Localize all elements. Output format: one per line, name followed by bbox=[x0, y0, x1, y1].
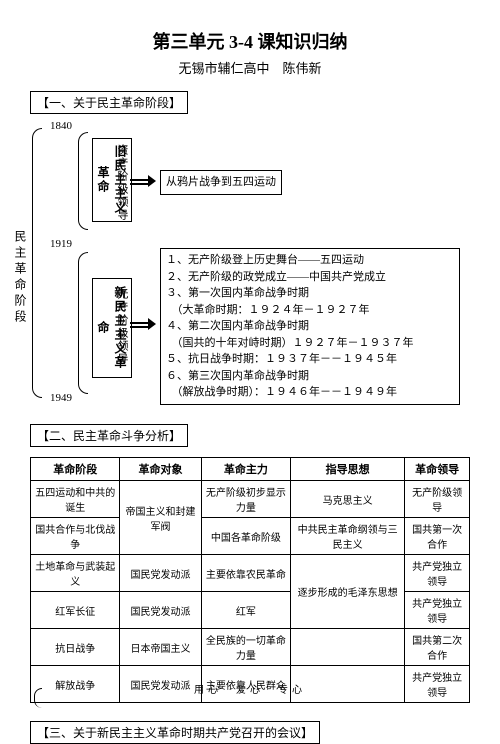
table-row: 土地革命与武装起义 国民党发动派 主要依靠农民革命 逐步形成的毛泽东思想 共产党… bbox=[31, 555, 470, 592]
cell: 中国各革命阶级 bbox=[201, 518, 290, 555]
arrow-2 bbox=[130, 318, 156, 328]
year-1919: 1919 bbox=[50, 238, 72, 250]
table-row: 国共合作与北伐战争 中国各革命阶级 中共民主革命纲领与三民主义 国共第一次合作 bbox=[31, 518, 470, 555]
cell bbox=[291, 629, 405, 666]
cell: 红军长征 bbox=[31, 592, 120, 629]
year-1949: 1949 bbox=[50, 392, 72, 404]
cell: 五四运动和中共的诞生 bbox=[31, 481, 120, 518]
diagram: 民主革命阶段 1840 1919 1949 旧民主主义革命 资产阶级领导 从鸦片… bbox=[30, 120, 470, 410]
th-force: 革命主力 bbox=[201, 458, 290, 481]
th-ideology: 指导思想 bbox=[291, 458, 405, 481]
page-footer: 用心 爱心 专心 bbox=[0, 681, 500, 696]
cell: 抗日战争 bbox=[31, 629, 120, 666]
section-3-header: 【三、关于新民主主义革命时期共产党召开的会议】 bbox=[30, 721, 320, 744]
cell: 国共第一次合作 bbox=[405, 518, 470, 555]
table-row: 抗日战争 日本帝国主义 全民族的一切革命力量 国共第二次合作 bbox=[31, 629, 470, 666]
box2-list: １、无产阶级登上历史舞台——五四运动 ２、无产阶级的政党成立——中国共产党成立 … bbox=[160, 248, 460, 405]
table-header-row: 革命阶段 革命对象 革命主力 指导思想 革命领导 bbox=[31, 458, 470, 481]
bracket-outer bbox=[32, 128, 42, 398]
arrow-1 bbox=[130, 175, 156, 185]
cell: 国民党发动派 bbox=[120, 555, 201, 592]
th-leader: 革命领导 bbox=[405, 458, 470, 481]
bracket-upper bbox=[78, 132, 88, 230]
side-label: 民主革命阶段 bbox=[12, 230, 29, 326]
cell: 日本帝国主义 bbox=[120, 629, 201, 666]
cell: 土地革命与武装起义 bbox=[31, 555, 120, 592]
cell: 马克思主义 bbox=[291, 481, 405, 518]
cell: 无产阶级领导 bbox=[405, 481, 470, 518]
cell: 无产阶级初步显示力量 bbox=[201, 481, 290, 518]
cell: 全民族的一切革命力量 bbox=[201, 629, 290, 666]
cell: 国共合作与北伐战争 bbox=[31, 518, 120, 555]
th-stage: 革命阶段 bbox=[31, 458, 120, 481]
table-row: 五四运动和中共的诞生 帝国主义和封建军阀 无产阶级初步显示力量 马克思主义 无产… bbox=[31, 481, 470, 518]
bracket-lower bbox=[78, 252, 88, 394]
year-1840: 1840 bbox=[50, 120, 72, 132]
analysis-table: 革命阶段 革命对象 革命主力 指导思想 革命领导 五四运动和中共的诞生 帝国主义… bbox=[30, 457, 470, 703]
cell: 共产党独立领导 bbox=[405, 592, 470, 629]
cell: 红军 bbox=[201, 592, 290, 629]
cell: 主要依靠农民革命 bbox=[201, 555, 290, 592]
cell: 逐步形成的毛泽东思想 bbox=[291, 555, 405, 629]
cell: 中共民主革命纲领与三民主义 bbox=[291, 518, 405, 555]
cell: 国共第二次合作 bbox=[405, 629, 470, 666]
section-1-header: 【一、关于民主革命阶段】 bbox=[30, 91, 188, 114]
box1-sub: 资产阶级领导 bbox=[114, 144, 130, 222]
box1-result: 从鸦片战争到五四运动 bbox=[160, 170, 282, 195]
page-subtitle: 无锡市辅仁高中 陈伟新 bbox=[0, 58, 500, 77]
page-title: 第三单元 3-4 课知识归纳 bbox=[0, 0, 500, 54]
section-2-header: 【二、民主革命斗争分析】 bbox=[30, 424, 188, 447]
cell: 帝国主义和封建军阀 bbox=[120, 481, 201, 555]
cell: 共产党独立领导 bbox=[405, 555, 470, 592]
box2-sub: 无产阶级领导 bbox=[114, 288, 130, 366]
th-target: 革命对象 bbox=[120, 458, 201, 481]
cell: 国民党发动派 bbox=[120, 592, 201, 629]
